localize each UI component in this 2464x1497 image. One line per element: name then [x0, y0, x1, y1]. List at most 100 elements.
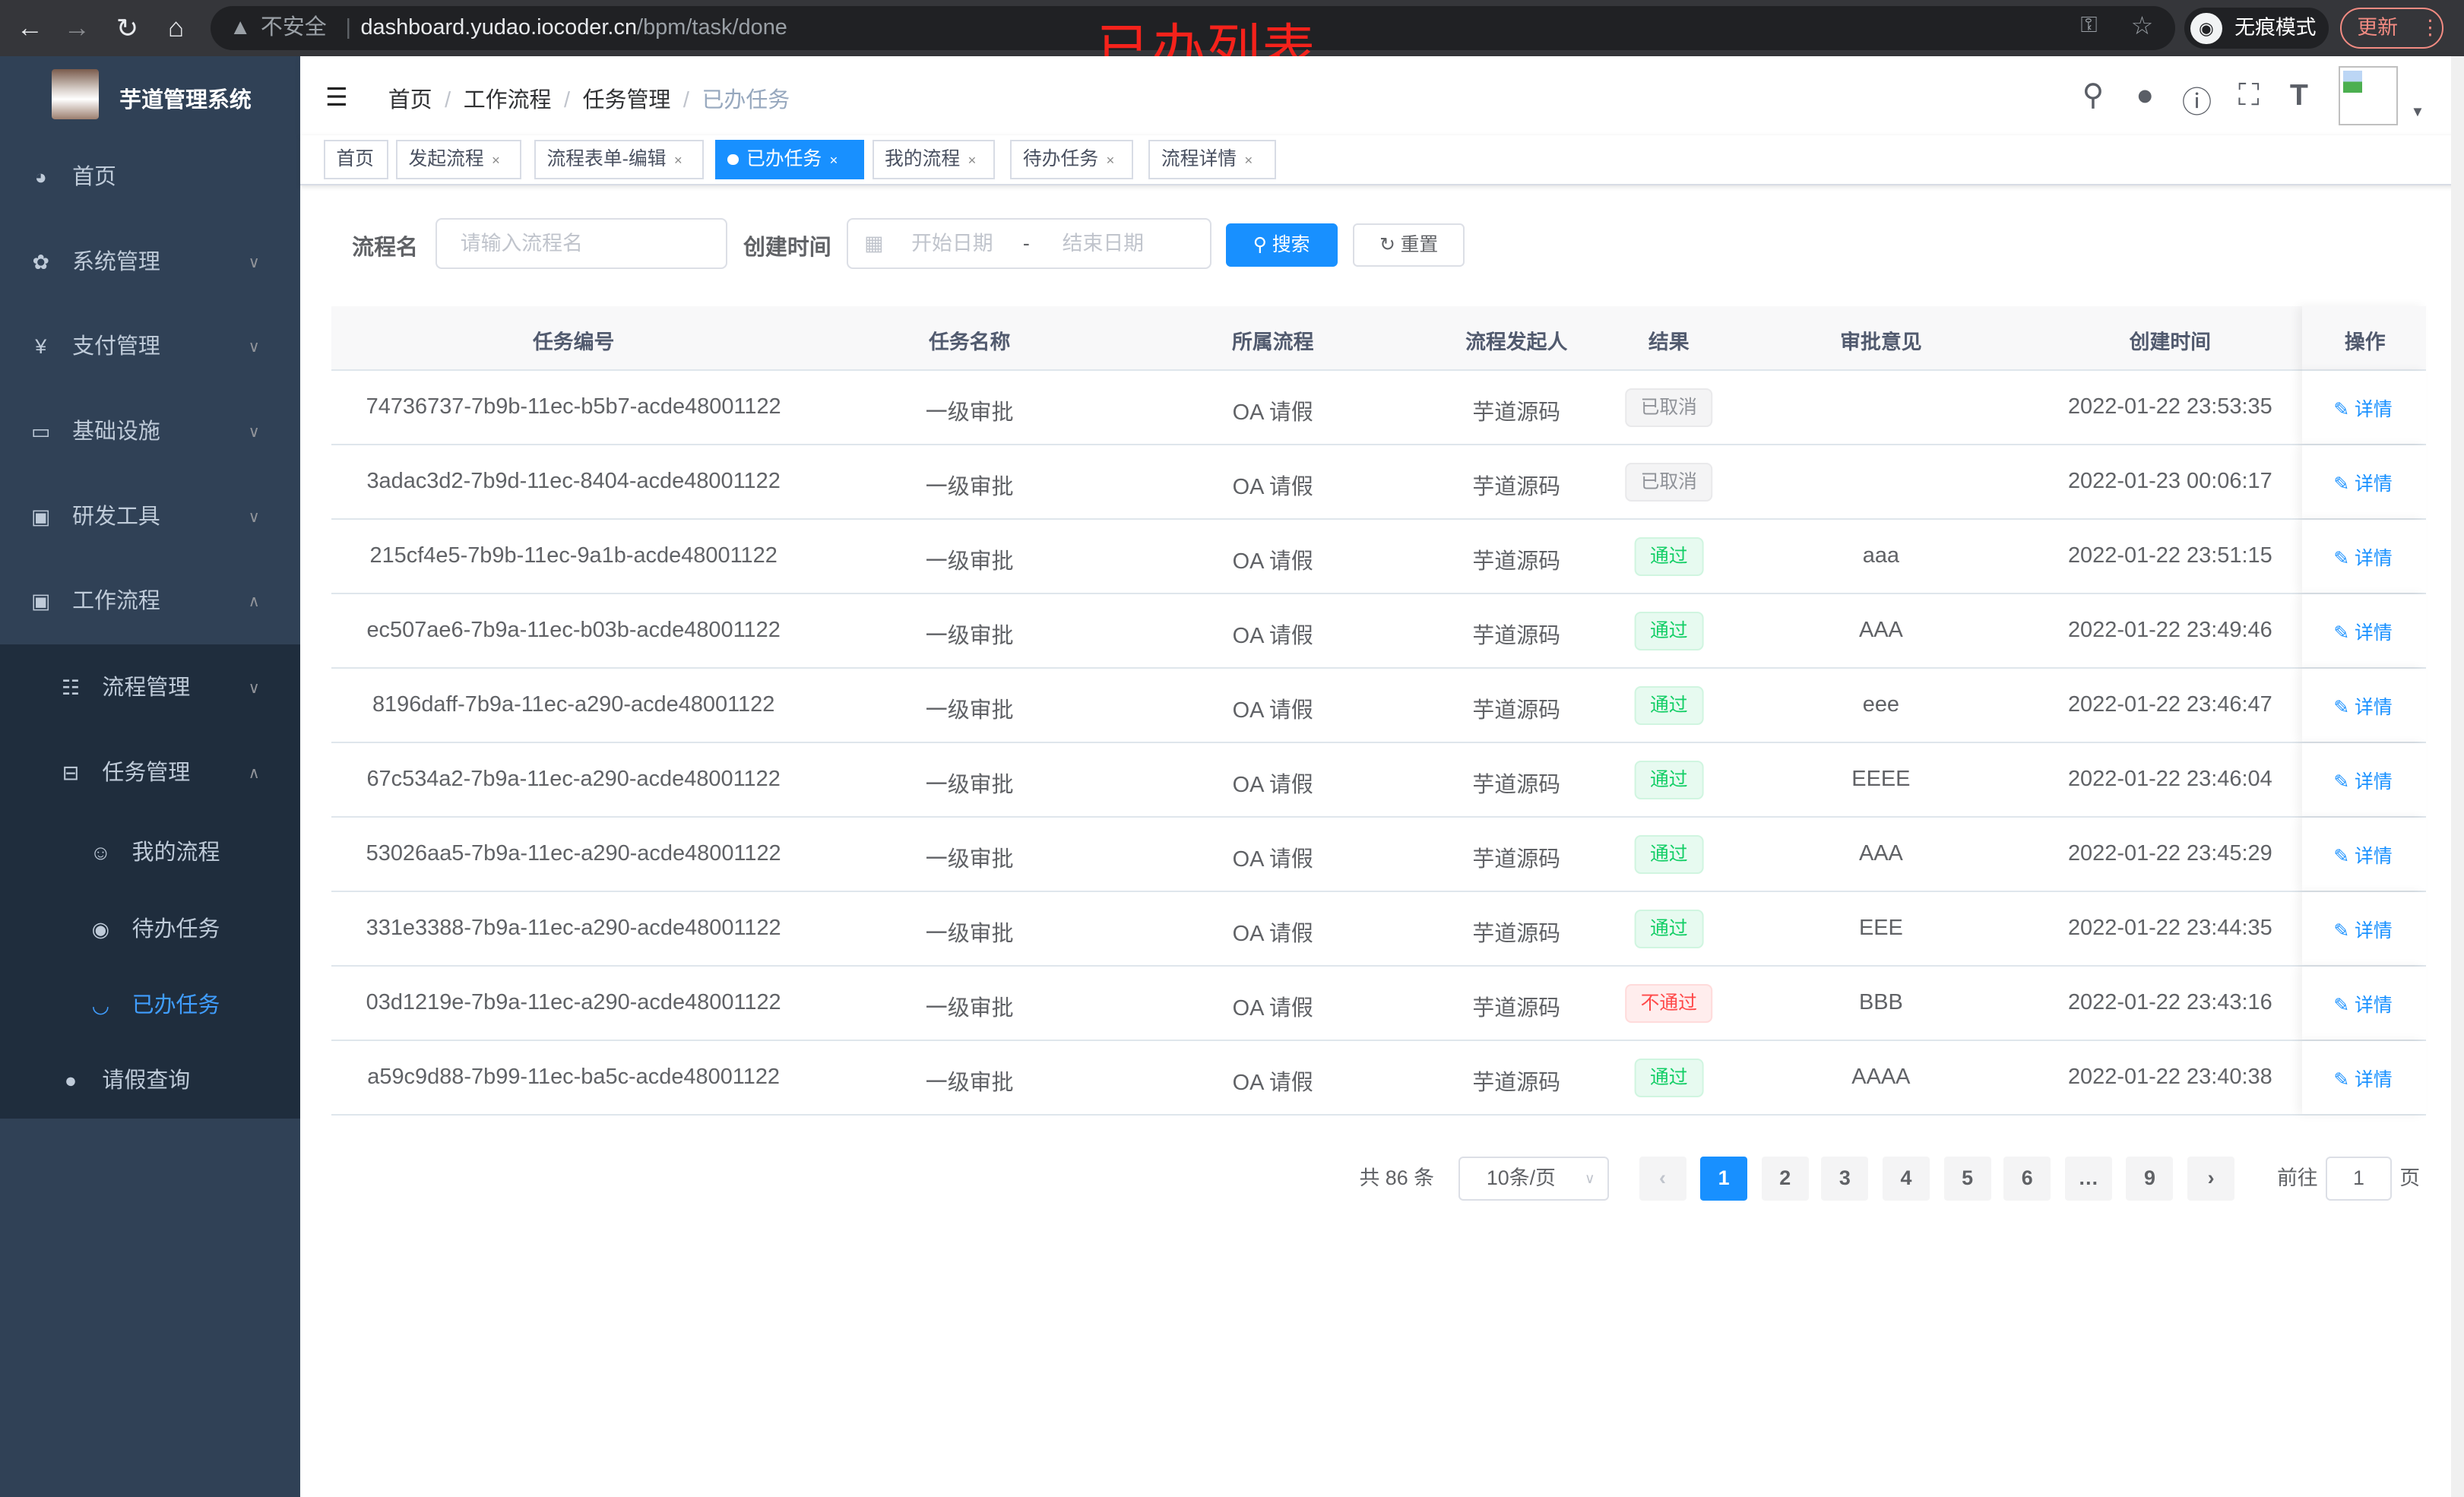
detail-link[interactable]: ✎ 详情: [2333, 692, 2392, 720]
sidebar-item[interactable]: ☷ 流程管理 ∨: [0, 649, 300, 727]
goto-page-input[interactable]: 1: [2326, 1156, 2392, 1201]
sidebar-item[interactable]: ◡ 已办任务: [0, 967, 300, 1045]
tag-item[interactable]: 首页: [323, 140, 388, 179]
reset-button[interactable]: ↻ 重置: [1353, 223, 1465, 267]
result-badge: 已取消: [1624, 388, 1713, 428]
tag-item[interactable]: 发起流程 ×: [396, 140, 522, 179]
sidebar-item[interactable]: ▣ 工作流程 ∧: [0, 562, 300, 641]
page-button[interactable]: …: [2064, 1156, 2112, 1201]
edit-icon: ✎: [2333, 473, 2355, 495]
page-size-select[interactable]: 10条/页 ∨: [1458, 1156, 1610, 1201]
help-icon[interactable]: ⓘ: [2181, 86, 2212, 120]
fullscreen-icon[interactable]: ⛶: [2238, 78, 2260, 112]
sidebar-item[interactable]: ◕ 首页: [0, 138, 300, 217]
detail-link[interactable]: ✎ 详情: [2333, 618, 2392, 645]
close-icon[interactable]: ×: [492, 152, 500, 168]
next-page-button[interactable]: ›: [2187, 1156, 2235, 1201]
page-button[interactable]: 4: [1882, 1156, 1930, 1201]
sidebar-item[interactable]: ⊟ 任务管理 ∧: [0, 734, 300, 812]
tag-item[interactable]: 待办任务 ×: [1010, 140, 1133, 179]
home-icon[interactable]: ⌂: [167, 12, 185, 43]
end-date-input[interactable]: 结束日期: [1062, 232, 1145, 255]
close-icon[interactable]: ×: [829, 152, 838, 168]
page-button[interactable]: 5: [1943, 1156, 1991, 1201]
page-button[interactable]: 6: [2003, 1156, 2051, 1201]
star-icon[interactable]: ☆: [2130, 12, 2154, 41]
tag-item[interactable]: 我的流程 ×: [872, 140, 995, 179]
close-icon[interactable]: ×: [673, 152, 683, 168]
chevron-icon: ∨: [248, 508, 260, 526]
start-date-input[interactable]: 开始日期: [911, 232, 993, 255]
detail-link[interactable]: ✎ 详情: [2333, 1065, 2392, 1092]
forward-icon[interactable]: →: [63, 12, 90, 43]
key-icon[interactable]: ⚿: [2080, 12, 2098, 37]
back-icon[interactable]: ←: [16, 12, 43, 43]
task-name: 一级审批: [925, 772, 1014, 797]
close-icon[interactable]: ×: [1244, 152, 1253, 168]
breadcrumb-item[interactable]: 工作流程: [463, 87, 552, 112]
sidebar-item[interactable]: ▣ 研发工具 ∨: [0, 478, 300, 556]
tag-item[interactable]: 流程表单-编辑 ×: [534, 140, 705, 179]
page-size-value: 10条/页: [1486, 1166, 1556, 1189]
process-name-input[interactable]: 请输入流程名: [435, 218, 728, 269]
breadcrumb: 首页 / 工作流程 / 任务管理 / 已办任务: [388, 87, 790, 112]
tag-label: 待办任务: [1022, 149, 1099, 169]
search-icon[interactable]: ⚲: [2082, 78, 2105, 112]
close-icon[interactable]: ×: [1106, 152, 1115, 168]
update-button[interactable]: 更新 ⋮: [2339, 8, 2444, 49]
detail-link[interactable]: ✎ 详情: [2333, 990, 2392, 1018]
sidebar-item[interactable]: ● 请假查询: [0, 1042, 300, 1120]
caret-down-icon[interactable]: ▼: [2410, 103, 2425, 120]
page-button[interactable]: 9: [2126, 1156, 2174, 1201]
detail-link[interactable]: ✎ 详情: [2333, 469, 2392, 496]
detail-link[interactable]: ✎ 详情: [2333, 543, 2392, 571]
op-cell: ✎ 详情: [2302, 891, 2427, 965]
page-button[interactable]: 3: [1821, 1156, 1869, 1201]
detail-link[interactable]: ✎ 详情: [2333, 916, 2392, 943]
sidebar-item-label: 支付管理: [72, 334, 160, 359]
op-cell: ✎ 详情: [2302, 593, 2427, 667]
font-size-icon[interactable]: T: [2289, 78, 2308, 112]
refresh-icon: ↻: [1379, 234, 1401, 255]
breadcrumb-item[interactable]: 任务管理: [582, 87, 671, 112]
page-button[interactable]: 1: [1700, 1156, 1748, 1201]
chevron-icon: ∧: [248, 593, 260, 611]
edit-icon: ✎: [2333, 548, 2355, 569]
range-separator: -: [1022, 232, 1030, 255]
avatar[interactable]: [2338, 65, 2399, 126]
detail-link[interactable]: ✎ 详情: [2333, 767, 2392, 794]
page-button[interactable]: 2: [1761, 1156, 1809, 1201]
date-range-picker[interactable]: ▦ 开始日期 - 结束日期: [847, 218, 1212, 269]
initiator: 芋道源码: [1472, 698, 1561, 723]
create-time: 2022-01-22 23:45:29: [2067, 840, 2272, 866]
search-button[interactable]: ⚲ 搜索: [1225, 223, 1338, 267]
detail-link[interactable]: ✎ 详情: [2333, 394, 2392, 422]
tag-item[interactable]: 已办任务 ×: [714, 140, 865, 179]
incognito-badge[interactable]: ◉ 无痕模式: [2184, 8, 2329, 49]
github-icon[interactable]: ●: [2136, 78, 2155, 112]
sidebar-item[interactable]: ¥ 支付管理 ∨: [0, 308, 300, 386]
edit-icon: ✎: [2333, 1069, 2355, 1090]
address-bar[interactable]: [211, 6, 2175, 51]
process-name-label: 流程名: [352, 235, 418, 260]
address-bar-text[interactable]: ▲ 不安全 | dashboard.yudao.iocoder.cn/bpm/task…: [229, 15, 787, 40]
sidebar-item[interactable]: ✿ 系统管理 ∨: [0, 223, 300, 302]
hamburger-icon[interactable]: ☰: [325, 83, 348, 112]
column-header: 审批意见: [1840, 330, 1922, 353]
reload-icon[interactable]: ↻: [116, 13, 139, 43]
breadcrumb-item[interactable]: 首页: [388, 87, 432, 112]
prev-page-button[interactable]: ‹: [1639, 1156, 1686, 1201]
sidebar-item[interactable]: ◉ 待办任务: [0, 891, 300, 969]
sidebar-item[interactable]: ☺ 我的流程: [0, 814, 300, 892]
close-icon[interactable]: ×: [968, 152, 977, 168]
task-name: 一级审批: [925, 400, 1014, 425]
table-row: a59c9d88-7b99-11ec-ba5c-acde48001122 一级审…: [331, 1040, 2427, 1116]
scrollbar[interactable]: [2451, 56, 2464, 1497]
detail-link[interactable]: ✎ 详情: [2333, 841, 2392, 869]
sidebar-item[interactable]: ▭ 基础设施 ∨: [0, 393, 300, 471]
tag-item[interactable]: 流程详情 ×: [1148, 140, 1276, 179]
detail-label: 详情: [2355, 697, 2393, 718]
detail-label: 详情: [2355, 473, 2393, 495]
table-row: 331e3388-7b9a-11ec-a290-acde48001122 一级审…: [331, 891, 2427, 967]
result-badge: 通过: [1634, 1058, 1704, 1098]
